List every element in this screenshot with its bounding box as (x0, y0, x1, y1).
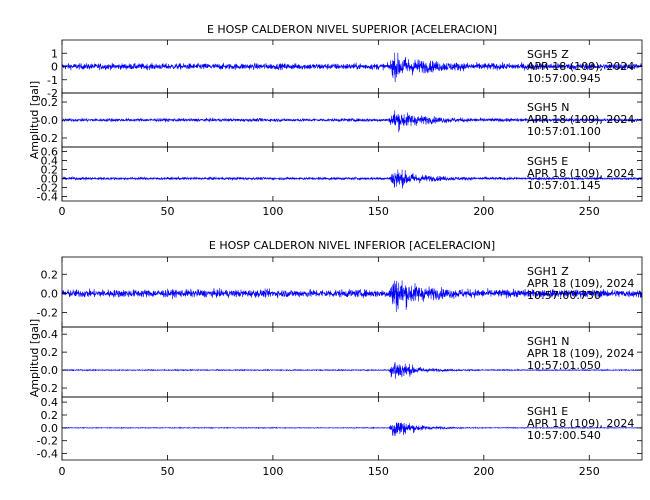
station-label: SGH5 Z (527, 48, 569, 61)
date-label: APR 18 (109), 2024 (527, 60, 634, 73)
panel-1: E HOSP CALDERON NIVEL SUPERIOR [ACELERAC… (28, 23, 643, 218)
station-label: SGH1 N (527, 335, 570, 348)
x-tick-label: 200 (473, 465, 494, 478)
waveform-line (61, 169, 643, 189)
y-tick-label: -0.2 (37, 132, 58, 145)
x-tick-label: 150 (368, 205, 389, 218)
panel-title: E HOSP CALDERON NIVEL SUPERIOR [ACELERAC… (207, 23, 497, 36)
x-tick-label: 50 (160, 465, 174, 478)
y-tick-label: 0.0 (41, 173, 59, 186)
x-tick-label: 100 (262, 465, 283, 478)
panel-2: E HOSP CALDERON NIVEL INFERIOR [ACELERAC… (28, 239, 643, 478)
y-axis-label: Amplitud [gal] (28, 81, 41, 159)
y-tick-label: -0.4 (37, 191, 58, 204)
y-tick-label: -1 (47, 74, 58, 87)
y-tick-label: -0.2 (37, 307, 58, 320)
x-tick-label: 100 (262, 205, 283, 218)
x-tick-label: 250 (579, 465, 600, 478)
trace-frame (61, 146, 643, 202)
y-tick-label: 0.4 (41, 396, 59, 409)
x-tick-label: 150 (368, 465, 389, 478)
panel-title: E HOSP CALDERON NIVEL INFERIOR [ACELERAC… (209, 239, 495, 252)
y-tick-label: 1 (51, 47, 58, 60)
y-tick-label: 0.2 (41, 96, 59, 109)
time-label: 10:57:01.050 (527, 359, 601, 372)
y-axis-label: Amplitud [gal] (28, 319, 41, 397)
y-tick-label: 0.2 (41, 346, 59, 359)
y-tick-label: -0.4 (37, 448, 58, 461)
y-tick-label: -2 (47, 87, 58, 100)
time-label: 10:57:00.540 (527, 429, 601, 442)
station-label: SGH1 E (527, 405, 568, 418)
y-tick-label: -0.0 (37, 114, 58, 127)
y-tick-label: 0.0 (41, 422, 59, 435)
x-tick-label: 0 (59, 465, 66, 478)
x-tick-label: 0 (59, 205, 66, 218)
y-tick-label: 0.2 (41, 268, 59, 281)
y-tick-label: -0.2 (37, 182, 58, 195)
date-label: APR 18 (109), 2024 (527, 417, 634, 430)
y-tick-label: -0.2 (37, 435, 58, 448)
waveform-line (61, 422, 643, 436)
date-label: APR 18 (109), 2024 (527, 167, 634, 180)
waveform-line (61, 362, 643, 379)
waveform-line (61, 52, 643, 83)
y-tick-label: 0.6 (41, 146, 59, 159)
y-tick-label: 0.0 (41, 364, 59, 377)
waveform-line (61, 110, 643, 133)
y-tick-label: -0.2 (37, 382, 58, 395)
date-label: APR 18 (109), 2024 (527, 113, 634, 126)
y-tick-label: 0.4 (41, 328, 59, 341)
date-label: APR 18 (109), 2024 (527, 347, 634, 360)
date-label: APR 18 (109), 2024 (527, 277, 634, 290)
x-tick-label: 250 (579, 205, 600, 218)
station-label: SGH5 E (527, 155, 568, 168)
trace-frame (61, 396, 643, 461)
station-label: SGH5 N (527, 101, 570, 114)
x-tick-label: 200 (473, 205, 494, 218)
time-label: 10:57:01.145 (527, 179, 601, 192)
y-tick-label: 0.2 (41, 409, 59, 422)
y-tick-label: 0.2 (41, 164, 59, 177)
waveform-line (61, 280, 643, 312)
time-label: 10:57:01.100 (527, 125, 601, 138)
y-tick-label: 0.0 (41, 287, 59, 300)
time-label: 10:57:00.945 (527, 72, 601, 85)
x-tick-label: 50 (160, 205, 174, 218)
time-label: 10:57:00.730 (527, 289, 601, 302)
y-tick-label: 0 (51, 61, 58, 74)
y-tick-label: 0.4 (41, 155, 59, 168)
station-label: SGH1 Z (527, 265, 569, 278)
